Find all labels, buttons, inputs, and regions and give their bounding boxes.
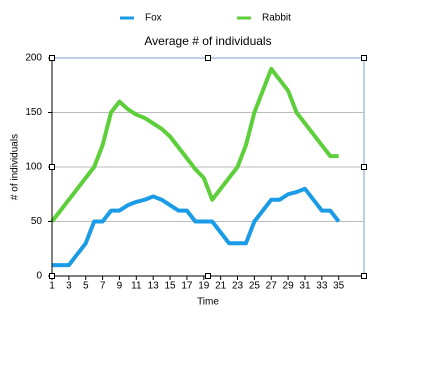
handle[interactable]: [205, 55, 211, 61]
handle[interactable]: [49, 55, 55, 61]
handle[interactable]: [49, 273, 55, 279]
x-tick-label: 17: [181, 281, 193, 292]
x-tick-label: 21: [215, 281, 227, 292]
x-tick-label: 23: [232, 281, 244, 292]
y-tick-label: 150: [25, 107, 42, 118]
x-tick-label: 33: [316, 281, 328, 292]
y-tick-label: 0: [36, 271, 42, 282]
x-tick-label: 25: [249, 281, 261, 292]
handle[interactable]: [361, 55, 367, 61]
x-tick-label: 9: [117, 281, 123, 292]
chart-title: Average # of individuals: [144, 34, 271, 48]
y-tick-label: 100: [25, 162, 42, 173]
x-tick-label: 11: [131, 281, 142, 292]
x-tick-label: 19: [198, 281, 210, 292]
x-tick-label: 29: [283, 281, 295, 292]
series-line: [50, 66, 339, 223]
x-tick-label: 31: [299, 281, 311, 292]
x-axis-label: Time: [197, 297, 219, 308]
handle[interactable]: [361, 273, 367, 279]
handle[interactable]: [205, 273, 211, 279]
x-tick-label: 1: [49, 281, 55, 292]
x-tick-label: 13: [148, 281, 160, 292]
y-tick-label: 50: [31, 216, 43, 227]
y-axis-label: # of individuals: [10, 134, 21, 200]
legend-label: Rabbit: [262, 13, 291, 24]
handle[interactable]: [361, 164, 367, 170]
y-tick-label: 200: [25, 53, 42, 64]
x-tick-label: 35: [333, 281, 345, 292]
x-tick-label: 3: [66, 281, 72, 292]
x-tick-label: 7: [100, 281, 106, 292]
legend-label: Fox: [145, 13, 162, 24]
series-line: [52, 186, 341, 268]
x-tick-label: 15: [164, 281, 176, 292]
handle[interactable]: [49, 164, 55, 170]
x-tick-label: 5: [83, 281, 89, 292]
x-tick-label: 27: [266, 281, 278, 292]
